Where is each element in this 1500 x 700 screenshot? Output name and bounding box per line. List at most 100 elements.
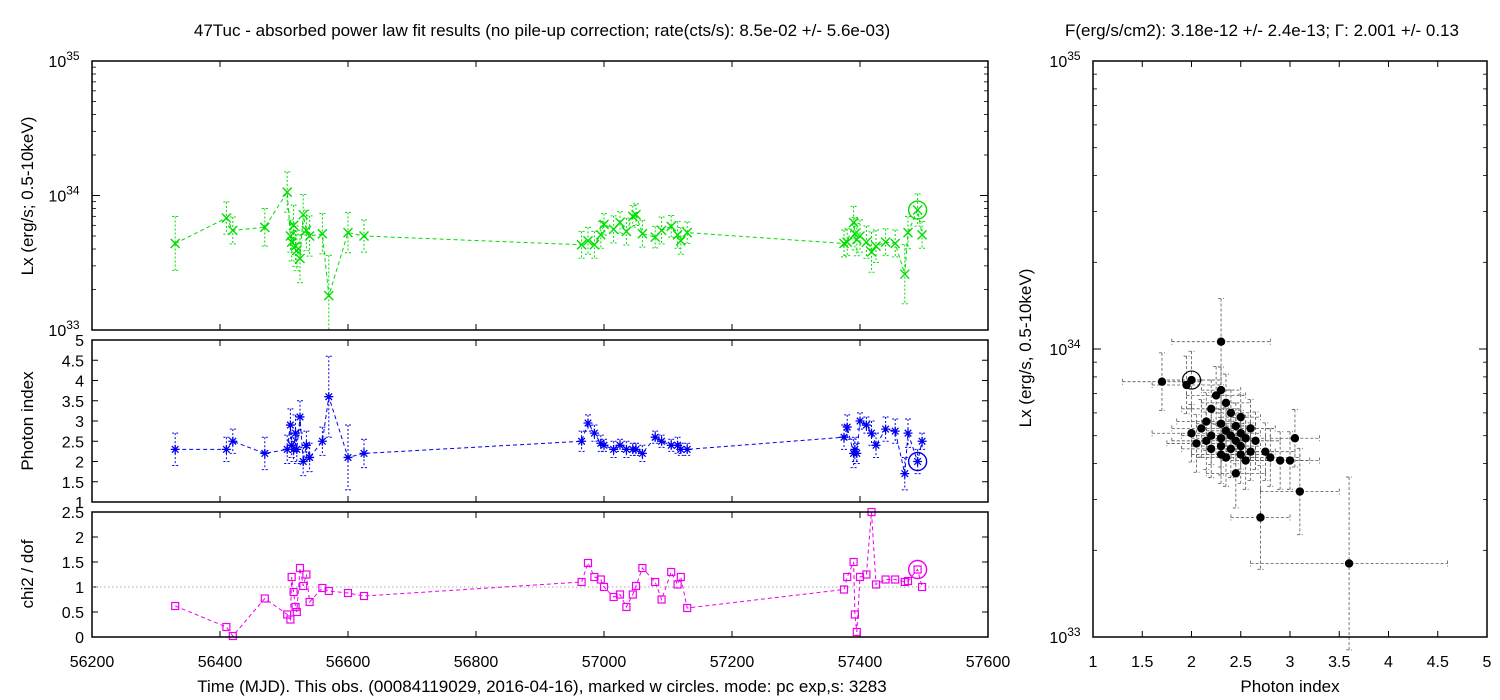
scatter-error-bar <box>1200 366 1242 414</box>
gamma-error-bar <box>319 426 326 456</box>
lx-point <box>899 269 910 280</box>
lx-point <box>259 222 270 233</box>
scatter-point <box>1216 434 1226 443</box>
scatter-error-bar <box>1181 406 1242 465</box>
gamma-ytick-label: 4 <box>75 374 84 391</box>
chi2-point <box>871 580 881 589</box>
gamma-error-bar <box>850 438 857 469</box>
scatter-plot-frame <box>1092 60 1488 638</box>
gamma-error-bar <box>284 434 291 465</box>
chi2-point <box>228 631 237 641</box>
lx-point <box>871 241 881 252</box>
lx-point <box>866 247 877 258</box>
gamma-point <box>221 444 231 454</box>
gamma-point <box>861 420 871 430</box>
time-xtick-label: 57000 <box>582 654 627 671</box>
scatter-point <box>1344 559 1354 568</box>
chi2-point <box>222 622 231 632</box>
time-xtick-label: 57600 <box>966 654 1011 671</box>
lx-point <box>227 225 238 236</box>
gamma-point <box>317 436 327 446</box>
scatter-point <box>1241 434 1250 443</box>
lx-ylabel: Lx (erg/s; 0.5-10keV) <box>18 117 37 276</box>
gamma-point <box>673 440 683 450</box>
gamma-point <box>903 428 913 438</box>
gamma-point <box>260 448 270 458</box>
gamma-point <box>583 418 593 428</box>
scatter-error-bar <box>1171 399 1232 458</box>
right-title: F(erg/s/cm2): 3.18e-12 +/- 2.4e-13; Γ: 2… <box>1065 21 1459 40</box>
gamma-point <box>881 424 891 434</box>
lx-point <box>842 237 853 248</box>
lx-point <box>170 238 181 249</box>
gamma-error-bar <box>658 434 665 448</box>
chi2-series-line <box>175 511 923 637</box>
lx-point <box>912 205 923 216</box>
scatter-error-bar <box>1200 373 1251 433</box>
chi2-point <box>299 581 308 591</box>
scatter-current-obs-circle <box>1181 370 1202 390</box>
scatter-xtick-label: 3.5 <box>1328 654 1350 671</box>
scatter-error-bar <box>1191 409 1251 468</box>
scatter-xtick-label: 4 <box>1384 654 1393 671</box>
lx-ytick-label: 1034 <box>48 184 79 206</box>
chi2-point <box>286 615 295 624</box>
gamma-ytick-label: 5 <box>75 333 84 350</box>
gamma-point <box>324 392 334 402</box>
gamma-point <box>621 444 631 454</box>
gamma-point <box>343 452 353 462</box>
left-title: 47Tuc - absorbed power law fit results (… <box>194 21 890 40</box>
lx-error-bar <box>684 221 691 244</box>
scatter-panel: Lx (erg/s, 0.5-10keV) Photon index 1 1.5 2… <box>1016 49 1492 696</box>
scatter-error-bar <box>1269 409 1320 468</box>
gamma-point <box>900 469 910 479</box>
gamma-point <box>298 457 308 466</box>
chi2-point <box>260 594 269 603</box>
scatter-xlabel: Photon index <box>1240 677 1340 696</box>
scatter-point <box>1261 447 1270 456</box>
scatter-error-bar <box>1205 438 1266 509</box>
scatter-point <box>1157 377 1167 386</box>
chi2-ytick-label: 2 <box>75 530 84 547</box>
scatter-error-bar <box>1181 379 1242 438</box>
lx-point <box>682 227 693 238</box>
lx-point <box>359 230 369 241</box>
lx-point <box>890 238 901 249</box>
chi2-plot-frame <box>91 511 989 638</box>
gamma-point <box>287 440 297 450</box>
chi2-point <box>683 603 692 613</box>
time-xtick-label: 56200 <box>70 654 115 671</box>
scatter-point <box>1187 429 1196 438</box>
scatter-point <box>1182 380 1191 390</box>
scatter-error-bar <box>1171 411 1242 471</box>
scatter-error-bar <box>1191 416 1251 476</box>
scatter-point <box>1251 436 1260 446</box>
gamma-point <box>890 426 900 436</box>
time-xtick-label: 56600 <box>326 654 371 671</box>
chi2-point <box>850 610 859 619</box>
chi2-point <box>171 601 180 611</box>
scatter-error-bar <box>1122 352 1202 411</box>
gamma-point <box>305 452 315 462</box>
gamma-ytick-label: 3 <box>75 414 84 431</box>
gamma-error-bar <box>578 430 585 452</box>
scatter-error-bar <box>1186 366 1247 425</box>
scatter-error-bar <box>1250 431 1311 490</box>
lx-point <box>621 226 632 237</box>
scatter-xtick-label: 1.5 <box>1131 654 1153 671</box>
gamma-error-bar <box>684 442 691 456</box>
scatter-error-bar <box>1215 402 1256 450</box>
scatter-xtick-label: 2 <box>1187 654 1196 671</box>
gamma-ytick-label: 4.5 <box>62 353 84 370</box>
chi2-point <box>343 588 353 598</box>
chi2-point <box>849 557 858 567</box>
chi2-point <box>903 576 913 586</box>
gamma-point <box>850 444 860 454</box>
chi2-ytick-label: 0.5 <box>62 605 84 622</box>
gamma-point <box>913 457 923 466</box>
gamma-point <box>657 436 667 446</box>
gamma-point <box>682 444 692 454</box>
chi2-point <box>891 575 900 584</box>
scatter-point <box>1211 391 1221 400</box>
gamma-error-bar <box>652 430 659 444</box>
